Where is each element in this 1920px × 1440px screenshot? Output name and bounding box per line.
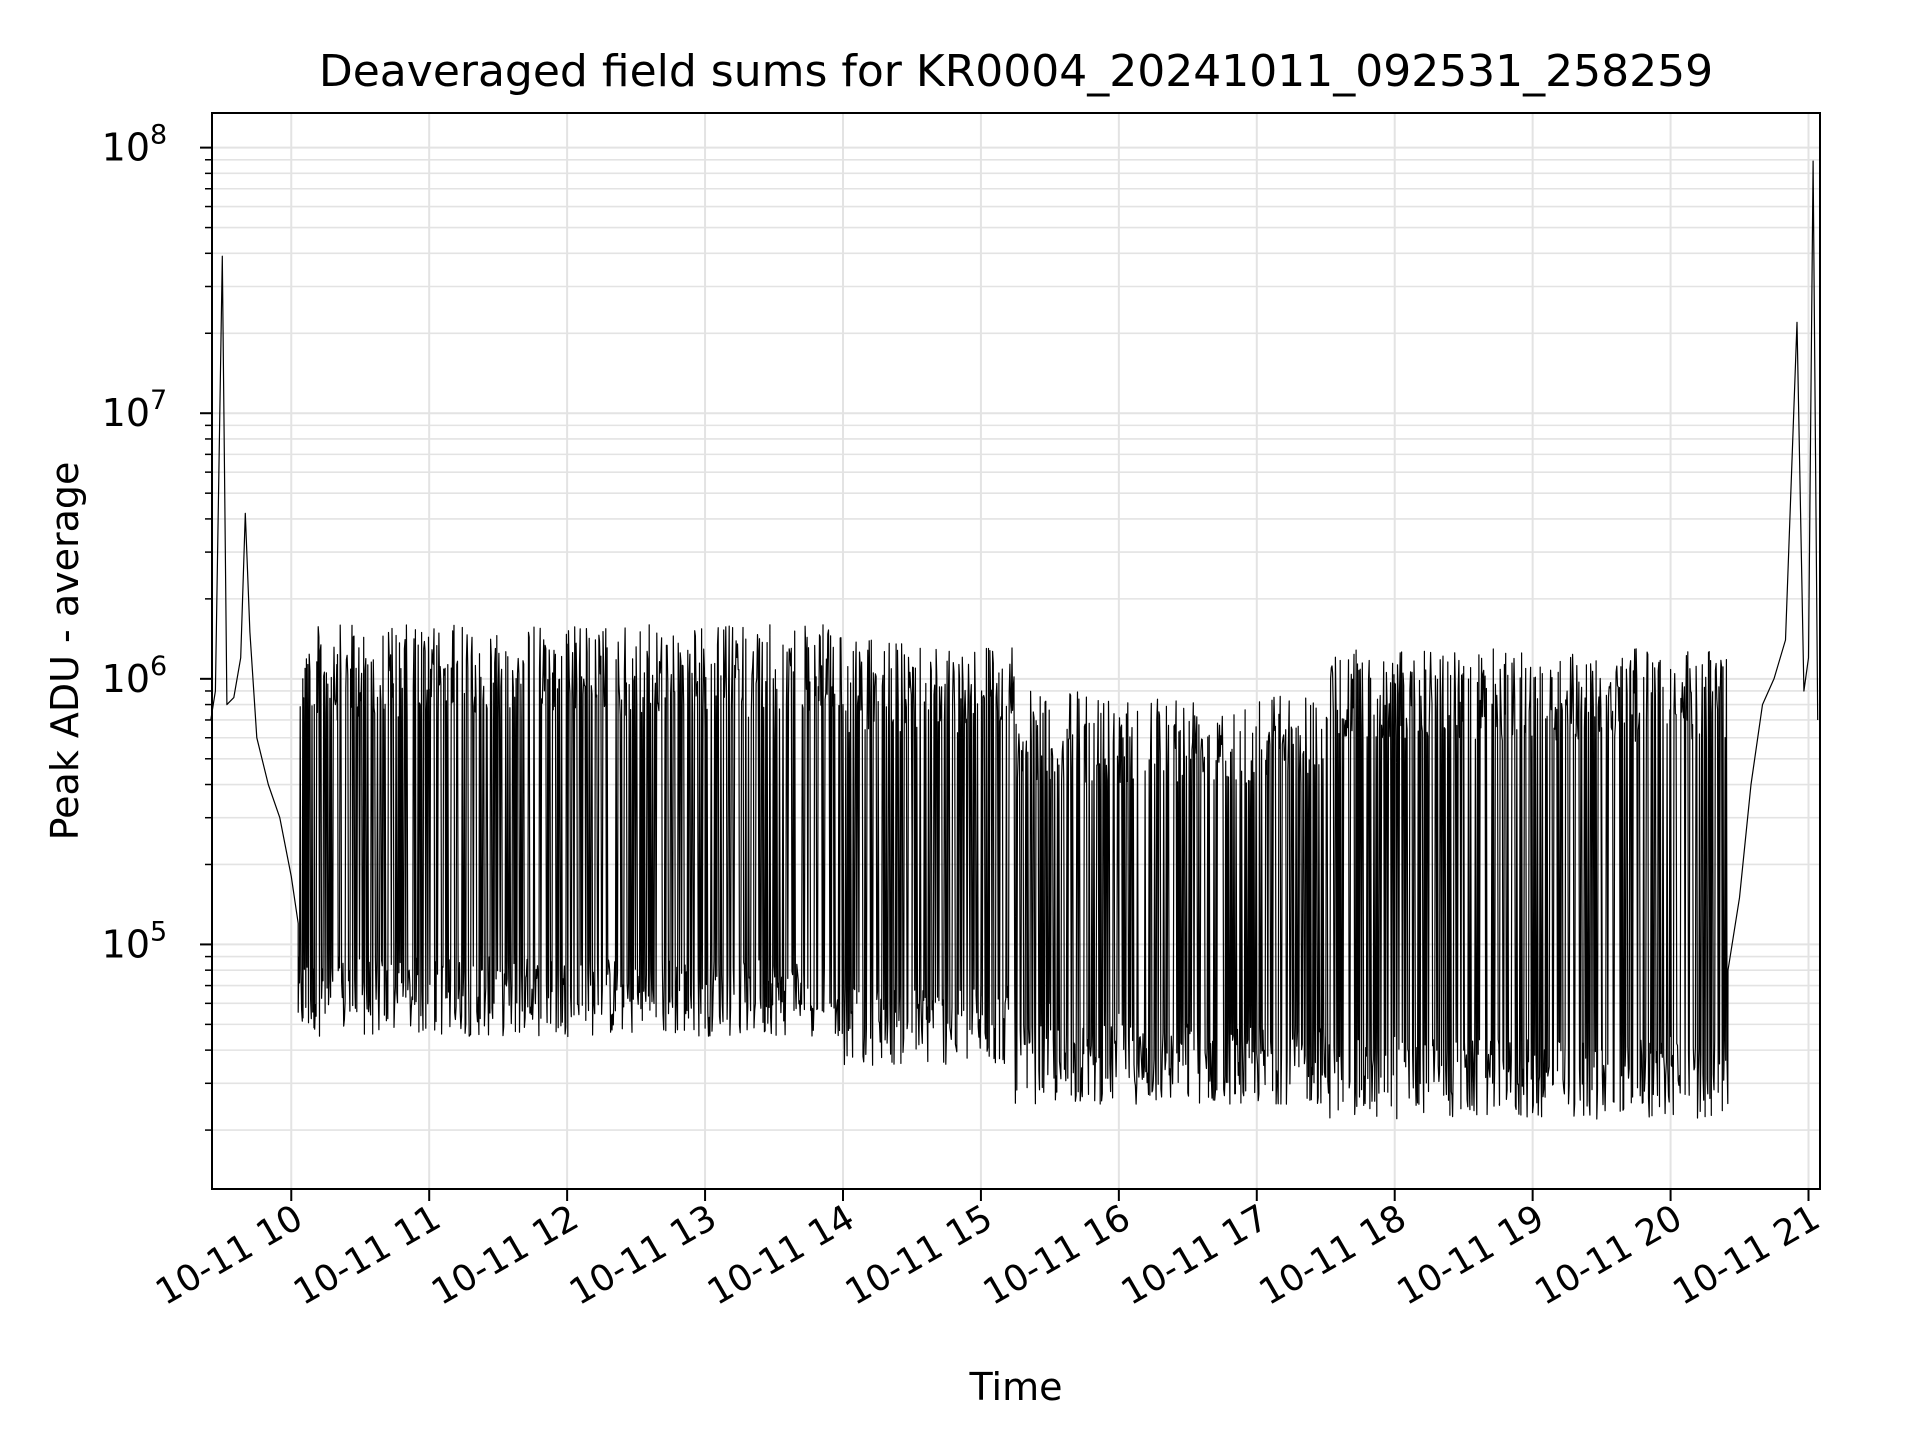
y-tick-exponent: 5 (150, 916, 167, 947)
series-line (210, 160, 1819, 1120)
series-path (210, 160, 1819, 1120)
chart-title: Deaveraged field sums for KR0004_2024101… (319, 46, 1713, 97)
x-axis-label: Time (969, 1365, 1063, 1409)
y-tick-label: 10 (102, 126, 150, 170)
y-axis-label: Peak ADU - average (43, 462, 87, 841)
y-tick-label: 10 (102, 657, 150, 701)
y-tick-exponent: 7 (150, 385, 167, 416)
y-tick-exponent: 6 (150, 651, 167, 682)
y-tick-exponent: 8 (150, 120, 167, 151)
y-tick-label: 10 (102, 922, 150, 966)
y-tick-label: 10 (102, 391, 150, 435)
plot-frame (211, 112, 1821, 1190)
